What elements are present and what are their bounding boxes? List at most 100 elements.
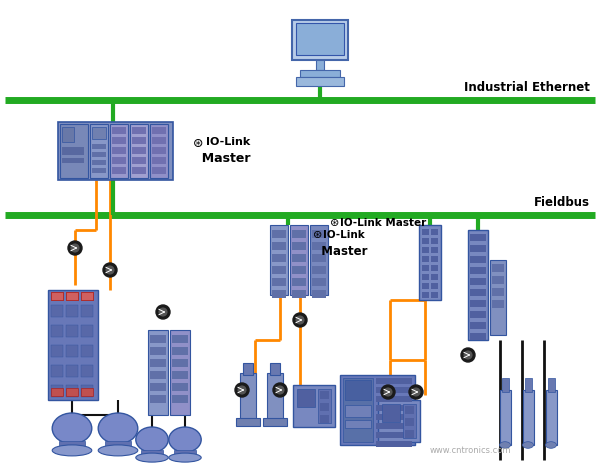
Bar [152,167,166,174]
Bar [272,266,286,274]
Bar [150,359,166,367]
Bar [431,274,438,280]
Bar [272,278,286,286]
Bar [272,230,286,238]
Bar [132,147,146,154]
Bar [343,378,373,442]
Ellipse shape [52,445,92,456]
Bar [150,335,166,343]
Bar [502,378,509,392]
Bar [152,147,166,154]
Bar [312,290,326,298]
Bar [290,225,308,295]
Ellipse shape [98,413,138,444]
Bar [292,266,306,274]
Ellipse shape [169,453,201,462]
Bar [376,414,412,420]
Bar [172,347,188,355]
Bar [66,345,78,357]
Bar [492,264,504,272]
Bar [170,330,190,415]
Bar [320,403,329,411]
Bar [172,359,188,367]
Text: ⊛: ⊛ [330,218,343,228]
Bar [272,242,286,250]
Ellipse shape [545,442,557,448]
Bar [148,330,168,415]
Bar [81,385,93,397]
Bar [243,363,253,375]
Circle shape [461,348,475,362]
Bar [470,245,486,252]
Bar [81,305,93,317]
Ellipse shape [136,453,168,462]
Bar [51,305,63,317]
Bar [66,292,78,300]
Bar [316,60,324,70]
Bar [470,256,486,263]
Circle shape [68,241,82,255]
Bar [403,404,416,438]
Bar [105,440,131,452]
Text: IO-Link: IO-Link [206,137,250,147]
Bar [92,127,106,139]
Bar [267,373,283,423]
Bar [293,385,335,427]
Bar [112,147,126,154]
Bar [81,325,93,337]
Bar [318,389,331,423]
Bar [492,300,504,308]
Bar [470,289,486,296]
Ellipse shape [98,445,138,456]
Bar [172,395,188,403]
Text: ⊛: ⊛ [193,137,208,150]
Bar [236,418,260,426]
Bar [59,440,85,452]
Bar [376,441,412,447]
Bar [174,450,196,458]
Circle shape [464,351,472,359]
Bar [312,230,326,238]
Bar [376,432,412,438]
Bar [292,242,306,250]
Bar [422,274,429,280]
Circle shape [273,383,287,397]
Bar [51,292,63,300]
Bar [431,292,438,298]
Bar [141,450,163,458]
Bar [422,247,429,253]
Bar [292,20,348,60]
Bar [546,390,557,445]
Bar [90,124,108,178]
Text: ⊛: ⊛ [313,230,326,240]
Bar [66,292,78,300]
Bar [112,127,126,134]
Ellipse shape [169,427,201,452]
Bar [422,256,429,262]
Bar [345,420,371,428]
Bar [312,242,326,250]
Text: www.cntronics.com: www.cntronics.com [430,446,511,455]
Bar [150,395,166,403]
Bar [240,373,256,423]
Circle shape [106,266,114,274]
Bar [66,305,78,317]
Bar [132,127,146,134]
Ellipse shape [499,442,511,448]
Bar [431,229,438,235]
Text: Master: Master [313,245,367,258]
Bar [51,292,63,300]
Bar [296,23,344,55]
Bar [292,230,306,238]
Bar [382,404,400,422]
Circle shape [409,385,423,399]
Ellipse shape [52,413,92,444]
Bar [92,168,106,173]
Circle shape [276,386,284,394]
Text: Industrial Ethernet: Industrial Ethernet [464,81,590,94]
Bar [296,77,344,86]
Bar [422,265,429,271]
Bar [263,418,287,426]
Bar [112,137,126,144]
Bar [132,157,146,164]
